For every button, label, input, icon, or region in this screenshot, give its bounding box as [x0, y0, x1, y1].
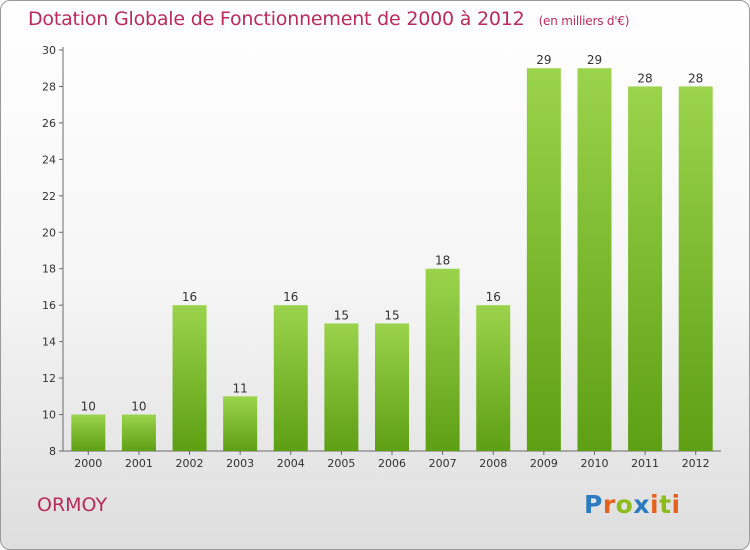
y-tick-label: 12: [42, 372, 56, 385]
y-tick-label: 20: [42, 226, 56, 239]
logo-letter: P: [584, 490, 603, 519]
value-label-2002: 16: [182, 290, 197, 304]
y-tick-label: 26: [42, 117, 56, 130]
bar-2006: [375, 323, 409, 451]
y-tick-label: 16: [42, 299, 56, 312]
y-tick-label: 22: [42, 190, 56, 203]
x-tick-label-2010: 2010: [580, 457, 608, 470]
x-tick-label-2011: 2011: [631, 457, 659, 470]
x-tick-label-2008: 2008: [479, 457, 507, 470]
value-label-2008: 16: [486, 290, 501, 304]
bar-2012: [678, 86, 713, 452]
bar-2004: [273, 305, 308, 451]
value-label-2003: 11: [233, 381, 248, 395]
value-label-2006: 15: [384, 308, 399, 322]
chart-title-text: Dotation Globale de Fonctionnement de 20…: [28, 8, 525, 30]
bar-2002: [172, 305, 207, 451]
logo-letter: i: [671, 490, 681, 519]
bar-2005: [324, 323, 359, 451]
x-tick-label-2005: 2005: [327, 457, 355, 470]
y-tick-label: 18: [42, 263, 56, 276]
y-tick-label: 8: [49, 445, 56, 458]
x-tick-label-2000: 2000: [74, 457, 102, 470]
bar-2009: [526, 68, 561, 452]
proxiti-logo: Proxiti: [584, 490, 681, 519]
x-tick-label-2002: 2002: [176, 457, 204, 470]
y-tick-label: 24: [42, 153, 56, 166]
value-label-2007: 18: [435, 254, 450, 268]
logo-letter: r: [602, 490, 616, 519]
value-label-2000: 10: [81, 400, 96, 414]
value-label-2009: 29: [536, 53, 551, 67]
bar-2007: [425, 268, 460, 451]
y-tick-label: 14: [42, 336, 56, 349]
bar-2008: [476, 305, 511, 451]
logo-letter: o: [615, 490, 634, 519]
chart-bars: [71, 68, 713, 452]
value-label-2011: 28: [637, 71, 652, 85]
bar-2000: [71, 414, 106, 451]
logo-letter: x: [633, 490, 650, 519]
value-label-2010: 29: [587, 53, 602, 67]
y-tick-label: 30: [42, 44, 56, 57]
value-label-2001: 10: [131, 400, 146, 414]
bar-2003: [223, 396, 258, 451]
x-tick-label-2001: 2001: [125, 457, 153, 470]
y-tick-label: 28: [42, 80, 56, 93]
value-label-2005: 15: [334, 308, 349, 322]
y-tick-label: 10: [42, 409, 56, 422]
x-tick-label-2009: 2009: [530, 457, 558, 470]
value-label-2004: 16: [283, 290, 298, 304]
logo-letter: t: [659, 490, 672, 519]
bar-2001: [121, 414, 156, 451]
value-label-2012: 28: [688, 71, 703, 85]
x-tick-label-2003: 2003: [226, 457, 254, 470]
x-tick-label-2004: 2004: [277, 457, 305, 470]
x-tick-label-2007: 2007: [429, 457, 457, 470]
x-tick-label-2006: 2006: [378, 457, 406, 470]
bar-2011: [628, 86, 663, 452]
chart-labels: 10 2000 10 2001 16 2002 11 2003 16 2004 15 2005 15 20…: [74, 53, 709, 470]
x-tick-label-2012: 2012: [682, 457, 710, 470]
chart-title: Dotation Globale de Fonctionnement de 20…: [28, 8, 629, 30]
chart-unit-subtitle: (en milliers d'€): [538, 14, 630, 28]
logo-letter: i: [650, 490, 660, 519]
bar-2010: [577, 68, 612, 452]
commune-name: ORMOY: [37, 494, 108, 516]
